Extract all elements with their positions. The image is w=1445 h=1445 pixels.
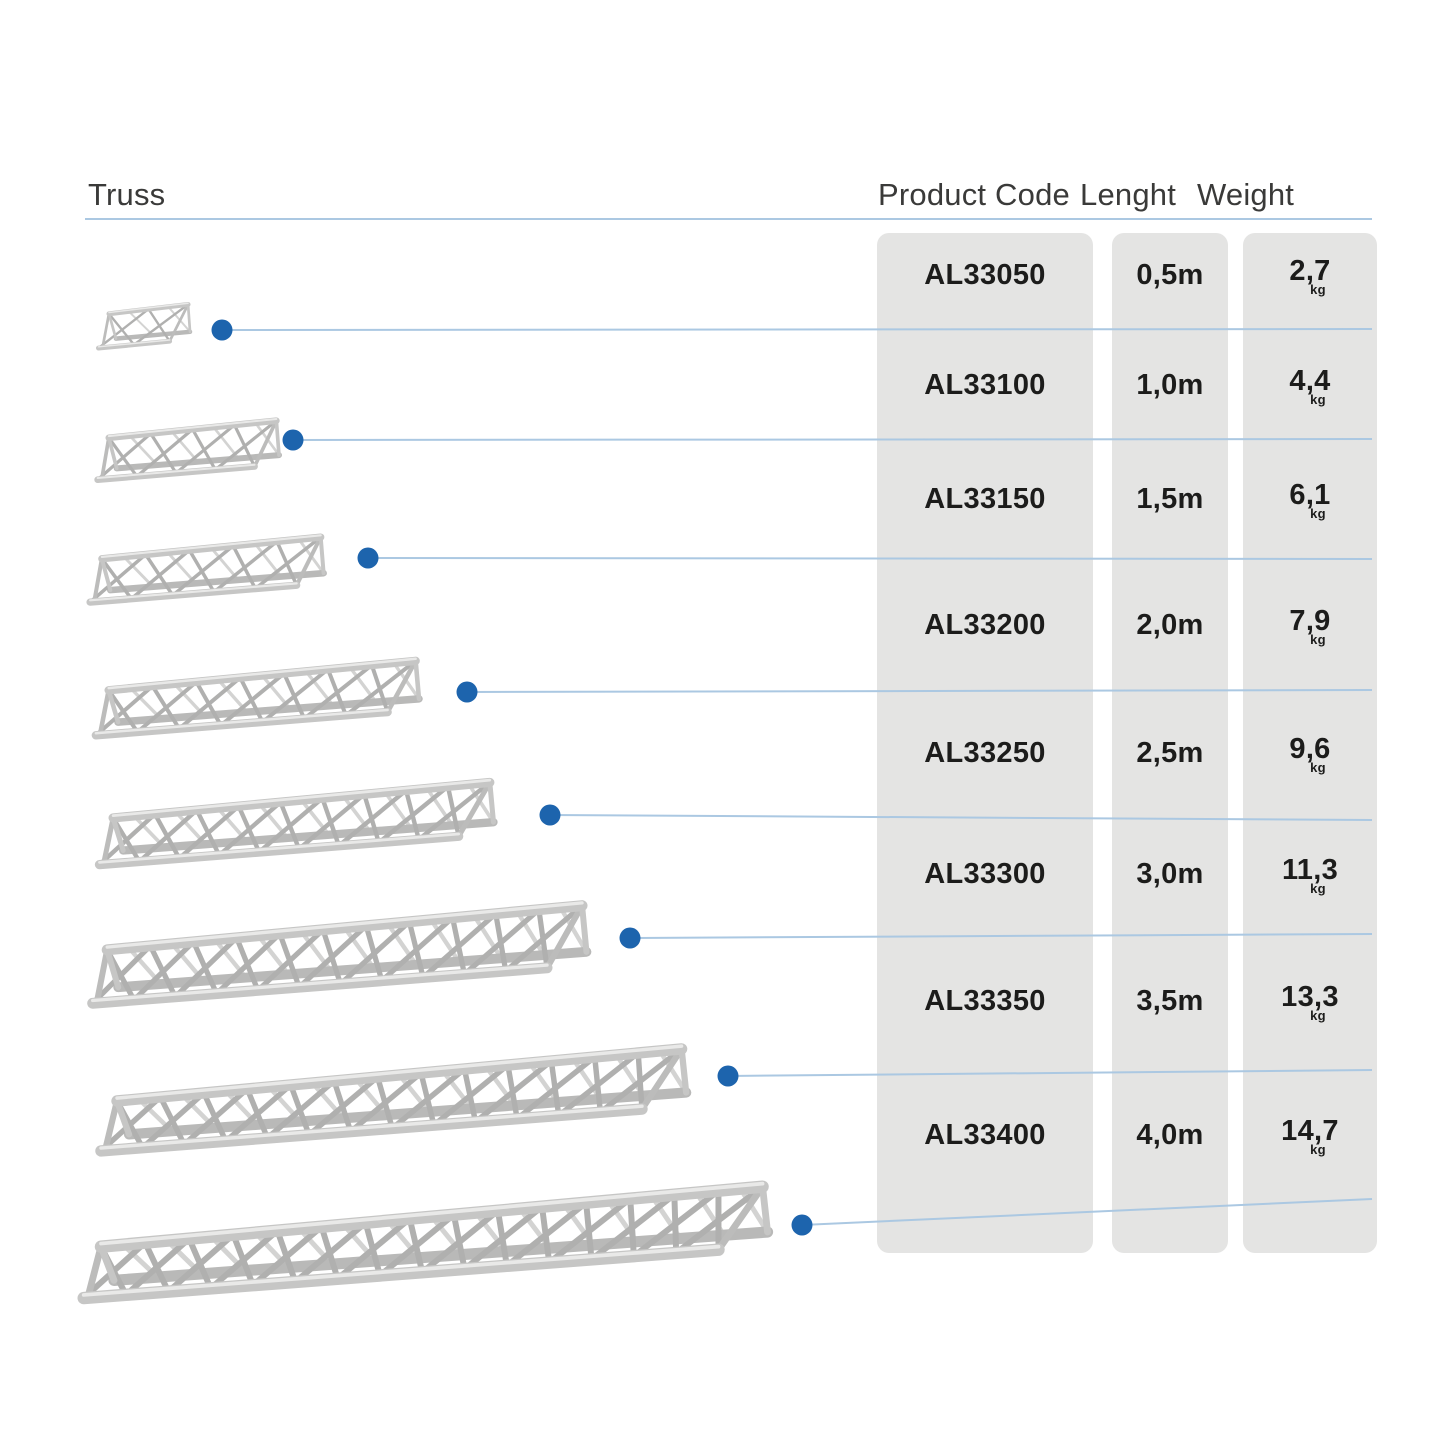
weight-unit: kg [1310,880,1326,896]
weight-cell: 6,1 kg [1243,440,1377,558]
product-code-value: AL33400 [924,1118,1046,1151]
truss-illustration-1-0m [94,417,283,484]
weight-value: 2,7 [1289,254,1331,287]
product-code-cell: AL33100 [877,330,1093,440]
truss-illustration-0-5m [95,301,193,351]
length-value: 1,5m [1136,482,1204,515]
length-column-strip [1112,233,1228,1253]
product-code-column-strip [877,233,1093,1253]
connector-dot [357,547,379,569]
length-value: 4,0m [1136,1118,1204,1151]
connector-dot [717,1065,739,1087]
length-cell: 2,0m [1112,558,1228,692]
length-cell: 3,5m [1112,933,1228,1070]
length-value: 2,5m [1136,737,1204,769]
weight-value: 6,1 [1289,478,1331,511]
product-code-value: AL33300 [924,857,1046,890]
truss-illustration-4-0m [77,1180,774,1305]
weight-cell: 13,3 kg [1243,933,1377,1070]
length-value: 3,0m [1136,857,1204,890]
weight-value: 4,4 [1289,364,1331,397]
length-cell: 1,0m [1112,330,1228,440]
truss-illustration-1-5m [86,533,327,606]
length-cell: 1,5m [1112,440,1228,558]
product-code-cell: AL33050 [877,220,1093,330]
length-cell: 4,0m [1112,1070,1228,1200]
product-code-value: AL33100 [924,368,1046,401]
weight-value: 14,7 [1281,1114,1339,1147]
weight-header: Weight [1197,177,1295,212]
product-code-header: Product Code [878,177,1070,212]
length-value: 1,0m [1136,368,1204,401]
weight-value: 13,3 [1281,981,1339,1013]
product-code-cell: AL33350 [877,933,1093,1070]
truss-illustration-2-5m [94,777,498,870]
length-value: 3,5m [1136,985,1204,1017]
truss-illustration-3-5m [95,1043,692,1157]
truss-column-header: Truss [88,177,166,212]
weight-unit: kg [1310,1008,1326,1023]
product-code-value: AL33250 [924,737,1046,769]
length-cell: 0,5m [1112,220,1228,330]
weight-cell: 4,4 kg [1243,330,1377,440]
connector-dot [282,429,304,451]
weight-unit: kg [1310,391,1326,407]
length-cell: 3,0m [1112,815,1228,933]
connector-dot [211,319,233,341]
weight-value: 9,6 [1289,733,1331,765]
product-code-value: AL33150 [924,482,1046,515]
weight-unit: kg [1310,505,1326,521]
product-code-cell: AL33300 [877,815,1093,933]
truss-illustration-2-0m [91,656,423,740]
product-code-value: AL33350 [924,985,1046,1017]
product-code-cell: AL33400 [877,1070,1093,1200]
length-cell: 2,5m [1112,692,1228,815]
header-divider [85,218,1372,220]
weight-unit: kg [1310,1141,1326,1157]
weight-cell: 11,3 kg [1243,815,1377,933]
length-value: 0,5m [1136,258,1204,291]
connector-dot [456,681,478,703]
connector-dot [539,804,561,826]
weight-value: 7,9 [1289,604,1331,637]
product-code-cell: AL33200 [877,558,1093,692]
weight-value: 11,3 [1281,853,1339,886]
weight-cell: 9,6 kg [1243,692,1377,815]
product-code-cell: AL33150 [877,440,1093,558]
weight-unit: kg [1310,760,1326,775]
weight-cell: 14,7 kg [1243,1070,1377,1200]
weight-unit: kg [1310,631,1326,647]
weight-unit: kg [1310,281,1326,297]
weight-cell: 7,9 kg [1243,558,1377,692]
product-code-value: AL33050 [924,258,1046,291]
connector-dot [791,1214,813,1236]
product-code-cell: AL33250 [877,692,1093,815]
length-header: Lenght [1080,177,1177,212]
length-value: 2,0m [1136,608,1204,641]
truss-illustration-3-0m [87,900,592,1009]
weight-cell: 2,7 kg [1243,220,1377,330]
weight-column-strip [1243,233,1377,1253]
connector-dot [619,927,641,949]
product-code-value: AL33200 [924,608,1046,641]
